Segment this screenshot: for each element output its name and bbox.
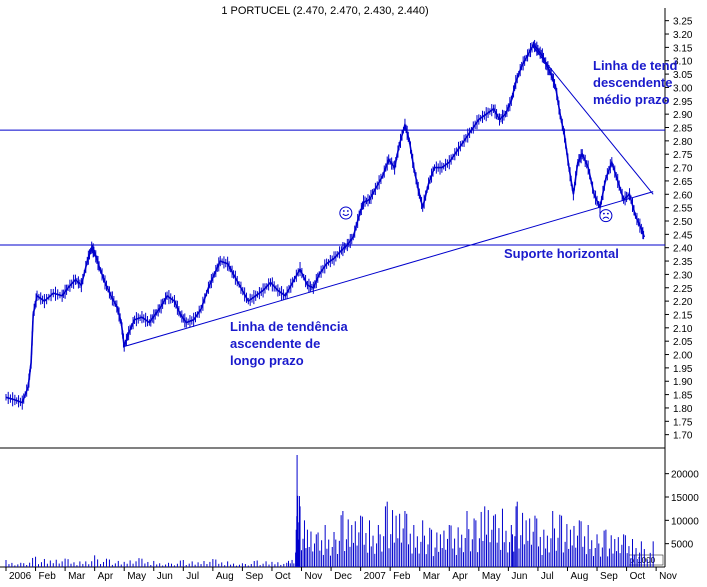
sad-face-icon (599, 209, 613, 223)
price-tick-label: 2.50 (673, 217, 693, 228)
x-tick-label: Feb (39, 571, 57, 582)
price-tick-label: 2.85 (673, 124, 693, 135)
price-tick-label: 2.15 (673, 310, 693, 321)
x-tick-label: 2007 (364, 571, 387, 582)
volume-bars (5, 455, 654, 567)
price-tick-label: 3.15 (673, 43, 693, 54)
trendline (124, 191, 654, 347)
x-tick-label: Aug (216, 571, 234, 582)
chart-axes: 3.25 3.20 3.15 3.10 3.05 3.00 2.95 2.90 2.85 2.80… (0, 8, 699, 582)
annotation-long-trend: Linha de tendência (230, 319, 349, 334)
annotation-long-trend: longo prazo (230, 353, 304, 368)
x-tick-label: Nov (659, 571, 677, 582)
price-tick-label: 2.30 (673, 270, 693, 281)
x-tick-label: Sep (600, 571, 618, 582)
chart-title: 1 PORTUCEL (2.470, 2.470, 2.430, 2.440) (221, 5, 428, 17)
x-tick-label: Oct (275, 571, 291, 582)
x-tick-label: Sep (245, 571, 263, 582)
volume-unit-label: x 1000 (631, 556, 656, 565)
annotation-short-trend: descendente (593, 75, 672, 90)
face-mouth (602, 216, 610, 220)
x-tick-label: Jul (186, 571, 199, 582)
price-tick-label: 2.20 (673, 297, 693, 308)
price-tick-label: 2.45 (673, 230, 693, 241)
price-tick-label: 2.90 (673, 110, 693, 121)
annotations: Linha de tendência ascendente de longo pra… (230, 58, 678, 368)
price-line (5, 43, 646, 404)
volume-tick-label: 5000 (671, 540, 694, 551)
price-tick-label: 2.25 (673, 284, 693, 295)
price-tick-label: 1.85 (673, 391, 693, 402)
horizontal-support-lines (0, 129, 665, 246)
volume-tick-label: 15000 (671, 493, 699, 504)
price-tick-label: 2.95 (673, 97, 693, 108)
x-tick-label: Aug (570, 571, 588, 582)
price-tick-label: 1.95 (673, 364, 693, 375)
price-tick-label: 2.00 (673, 351, 693, 362)
price-tick-label: 2.40 (673, 244, 693, 255)
x-tick-label: May (482, 571, 501, 582)
x-tick-label: Feb (393, 571, 411, 582)
x-tick-label: Jun (511, 571, 527, 582)
face-eye (346, 210, 349, 212)
trendlines (124, 47, 654, 347)
price-tick-label: 3.25 (673, 17, 693, 28)
x-tick-label: Jun (157, 571, 173, 582)
price-tick-label: 2.55 (673, 204, 693, 215)
x-tick-label: Mar (68, 571, 86, 582)
price-tick-label: 2.10 (673, 324, 693, 335)
smiley-markers (339, 206, 613, 223)
x-tick-label: Nov (305, 571, 323, 582)
face-eye (342, 210, 345, 212)
happy-face-icon (339, 206, 353, 220)
price-tick-label: 1.90 (673, 377, 693, 388)
price-tick-label: 3.20 (673, 30, 693, 41)
face-eye (602, 212, 605, 215)
price-tick-label: 3.00 (673, 83, 693, 94)
price-tick-label: 2.80 (673, 137, 693, 148)
price-tick-label: 2.70 (673, 164, 693, 175)
face-mouth (342, 213, 350, 216)
trendline (533, 47, 654, 195)
price-tick-label: 1.80 (673, 404, 693, 415)
x-tick-label: Dec (334, 571, 352, 582)
price-tick-label: 3.05 (673, 70, 693, 81)
x-tick-label: Oct (630, 571, 646, 582)
annotation-short-trend: Linha de tend (593, 58, 678, 73)
annotation-long-trend: ascendente de (230, 336, 320, 351)
price-series (5, 39, 646, 410)
x-tick-label: Apr (452, 571, 468, 582)
x-tick-label: 2006 (9, 571, 32, 582)
x-tick-label: May (127, 571, 146, 582)
price-tick-label: 2.05 (673, 337, 693, 348)
price-tick-label: 1.75 (673, 417, 693, 428)
x-tick-label: Jul (541, 571, 554, 582)
volume-tick-label: 10000 (671, 516, 699, 527)
price-tick-label: 2.75 (673, 150, 693, 161)
x-tick-label: Apr (98, 571, 114, 582)
price-tick-label: 2.35 (673, 257, 693, 268)
volume-tick-label: 20000 (671, 470, 699, 481)
annotation-support: Suporte horizontal (504, 246, 619, 261)
face-eye (606, 212, 609, 215)
price-tick-label: 2.60 (673, 190, 693, 201)
price-tick-label: 2.65 (673, 177, 693, 188)
annotation-short-trend: médio prazo (593, 92, 670, 107)
price-tick-label: 3.10 (673, 57, 693, 68)
x-tick-label: Mar (423, 571, 441, 582)
price-tick-label: 1.70 (673, 431, 693, 442)
